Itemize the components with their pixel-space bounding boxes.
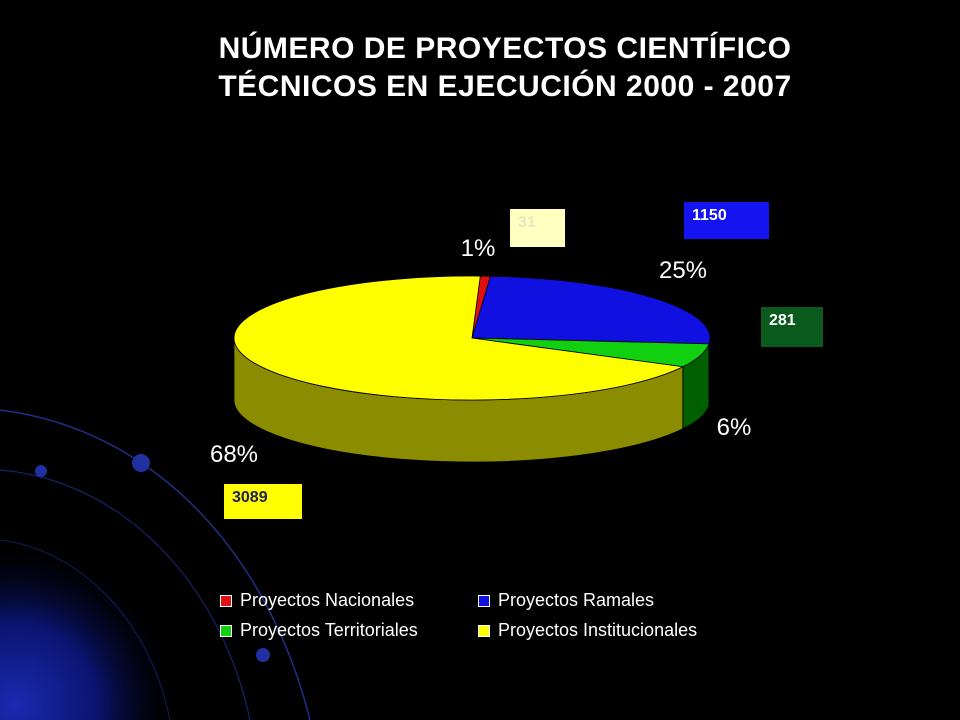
percent-label-proyectos-nacionales: 1% (461, 235, 496, 262)
legend-item-proyectos-institucionales: Proyectos Institucionales (478, 620, 697, 641)
value-label-proyectos-territoriales: 281 (761, 307, 823, 347)
legend-label: Proyectos Ramales (498, 590, 655, 610)
value-label-proyectos-institucionales: 3089 (224, 484, 302, 519)
legend-swatch (478, 594, 490, 607)
legend-label: Proyectos Territoriales (240, 620, 418, 640)
percent-label-proyectos-territoriales: 6% (717, 414, 752, 441)
legend-swatch (220, 624, 232, 637)
legend-swatch (220, 594, 232, 607)
value-label-proyectos-nacionales: 31 (510, 209, 565, 247)
legend-item-proyectos-nacionales: Proyectos Nacionales (220, 590, 414, 611)
legend-label: Proyectos Institucionales (498, 620, 698, 640)
pie-slice-proyectos-institucionales (233, 275, 685, 401)
percent-label-proyectos-institucionales: 68% (210, 441, 258, 468)
percent-label-proyectos-ramales: 25% (659, 257, 707, 284)
legend-item-proyectos-ramales: Proyectos Ramales (478, 590, 654, 611)
legend-item-proyectos-territoriales: Proyectos Territoriales (220, 620, 418, 641)
legend-swatch (478, 624, 490, 637)
legend-label: Proyectos Nacionales (240, 590, 415, 610)
pie-slice-proyectos-ramales (471, 275, 711, 345)
title-line-1: NÚMERO DE PROYECTOS CIENTÍFICO (218, 32, 792, 65)
value-label-proyectos-ramales: 1150 (684, 202, 769, 239)
title-line-2: TÉCNICOS EN EJECUCIÓN 2000 - 2007 (218, 70, 792, 103)
slide-title: NÚMERO DE PROYECTOS CIENTÍFICO TÉCNICOS … (0, 30, 960, 106)
